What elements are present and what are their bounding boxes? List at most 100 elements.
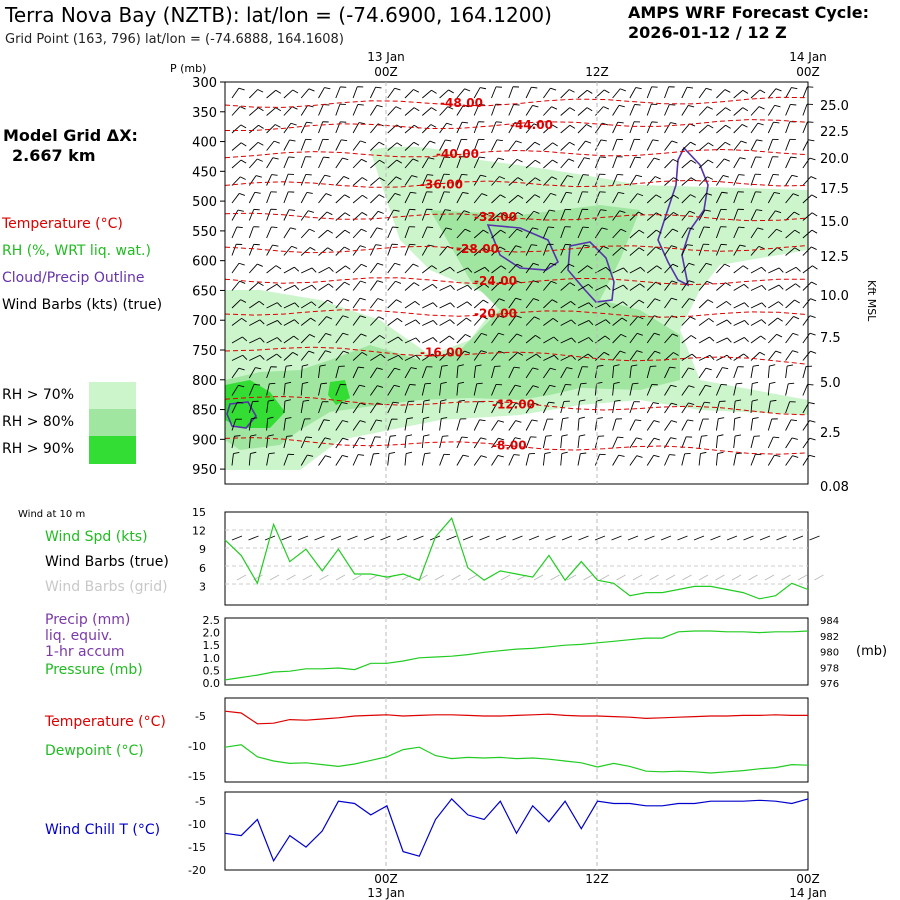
wind-barb bbox=[318, 247, 328, 256]
wind-barb-flag bbox=[359, 437, 366, 440]
wind-barb-flag bbox=[480, 87, 487, 90]
wind-barb bbox=[750, 351, 761, 361]
y-tick-label: 3 bbox=[199, 580, 206, 593]
surface-wind-barb bbox=[479, 535, 490, 541]
wind-barb-flag bbox=[515, 140, 522, 144]
surface-wind-barb bbox=[314, 535, 325, 541]
wind-barb bbox=[577, 140, 586, 151]
model-grid-label: Model Grid ΔX: bbox=[3, 126, 138, 145]
time-top-label-2: 00Z bbox=[796, 65, 820, 79]
wind-barb bbox=[387, 354, 399, 361]
wind-barb bbox=[404, 141, 415, 151]
wind-barb-flag bbox=[619, 350, 626, 354]
wind-barb bbox=[629, 266, 641, 274]
wind-barb bbox=[352, 437, 360, 449]
wind-barb bbox=[318, 350, 326, 361]
precip-tick-label: 0.0 bbox=[203, 677, 221, 690]
wind-barb bbox=[387, 367, 395, 379]
wind-barb bbox=[716, 263, 725, 274]
wind-barb-flag bbox=[378, 316, 385, 320]
wind-barb bbox=[352, 333, 362, 344]
wind-barb bbox=[491, 246, 501, 256]
wind-barb-flag bbox=[341, 139, 348, 142]
wind-barb-flag bbox=[738, 226, 745, 229]
surface-wind-barb bbox=[776, 535, 787, 541]
wind-barb-flag bbox=[327, 247, 334, 252]
wind-barb-flag bbox=[793, 211, 800, 216]
wind-barb bbox=[283, 352, 294, 361]
wind-barb bbox=[318, 283, 329, 291]
wind-barb bbox=[716, 107, 726, 116]
wind-barb bbox=[612, 139, 618, 151]
wind-barb-flag bbox=[690, 194, 696, 198]
wind-barb-flag bbox=[753, 364, 760, 367]
wind-barb-flag bbox=[534, 177, 541, 182]
wind-barb-flag bbox=[290, 227, 297, 230]
wind-barb-flag bbox=[294, 302, 300, 308]
wind-barb-flag bbox=[790, 419, 798, 422]
wind-barb-flag bbox=[724, 141, 731, 146]
wind-barb-flag bbox=[705, 384, 712, 388]
temperature-panel-frame bbox=[224, 697, 809, 783]
wind-barb-flag bbox=[717, 434, 724, 437]
wind-barb-flag bbox=[652, 402, 660, 405]
wind-barb-flag bbox=[773, 192, 781, 195]
wind-barb bbox=[681, 210, 690, 221]
y-tick-label: 982 bbox=[820, 632, 839, 643]
surface-grid-barb bbox=[467, 574, 478, 581]
wind-barb bbox=[525, 141, 536, 151]
wind-barb-flag bbox=[534, 141, 541, 146]
wind-barb bbox=[543, 142, 553, 151]
wind-barb bbox=[439, 454, 445, 466]
wind-barb-flag bbox=[462, 191, 469, 194]
wind-barb-flag bbox=[705, 367, 712, 371]
wind-barb-flag bbox=[587, 283, 594, 289]
surface-grid-barb bbox=[814, 574, 824, 581]
y-tick-label: 980 bbox=[820, 648, 839, 659]
kft-axis: 25.022.520.017.515.012.510.07.55.02.50.0… bbox=[820, 99, 849, 495]
wind-barb-flag bbox=[708, 318, 714, 323]
y-tick-label: 984 bbox=[820, 616, 839, 627]
wind-barb bbox=[802, 121, 808, 134]
wind-barb bbox=[750, 139, 757, 151]
wind-barb bbox=[785, 229, 795, 239]
temperature-series-label: Temperature (°C) bbox=[45, 714, 166, 730]
wind-barb-flag bbox=[532, 280, 539, 283]
wind-barb bbox=[543, 176, 552, 186]
time-top-date-2: 14 Jan bbox=[789, 50, 827, 64]
wind-barb-flag bbox=[550, 262, 557, 266]
wind-barb-flag bbox=[319, 364, 326, 367]
wind-barb-flag bbox=[670, 122, 677, 125]
wind-barb bbox=[681, 402, 689, 414]
wind-barb bbox=[767, 174, 774, 186]
wind-barb-flag bbox=[722, 367, 729, 370]
isotherm-line bbox=[224, 309, 809, 318]
wind-barb bbox=[352, 352, 363, 361]
wind-barb-flag bbox=[480, 350, 487, 353]
wind-barb bbox=[543, 354, 555, 361]
wind-barb-flag bbox=[344, 212, 351, 217]
wind-barb bbox=[266, 401, 269, 414]
wind-barb-flag bbox=[687, 419, 694, 422]
wind-barb bbox=[715, 436, 718, 449]
wind-barb-flag bbox=[259, 354, 265, 360]
wind-barb bbox=[560, 301, 571, 309]
wind-barb-flag bbox=[532, 104, 539, 108]
wind-barb bbox=[283, 302, 295, 309]
wind-barb bbox=[525, 244, 532, 256]
wind-barb bbox=[422, 302, 434, 309]
wind-barb bbox=[266, 140, 275, 151]
wind-barb bbox=[698, 209, 706, 221]
wind-barb bbox=[473, 139, 479, 151]
wind-barb bbox=[248, 226, 254, 239]
wind-barb bbox=[335, 157, 343, 169]
wind-barb-flag bbox=[722, 175, 729, 178]
wind-barb bbox=[473, 174, 481, 186]
wind-barb bbox=[802, 229, 813, 239]
wind-barb bbox=[767, 88, 777, 99]
wind-barb-flag bbox=[343, 298, 350, 302]
isotherm-label: -48.00 bbox=[440, 96, 483, 110]
surface-wind-barb bbox=[413, 535, 424, 541]
pressure-axis-label: P (mb) bbox=[170, 62, 206, 75]
wind-barb-flag bbox=[497, 454, 504, 458]
